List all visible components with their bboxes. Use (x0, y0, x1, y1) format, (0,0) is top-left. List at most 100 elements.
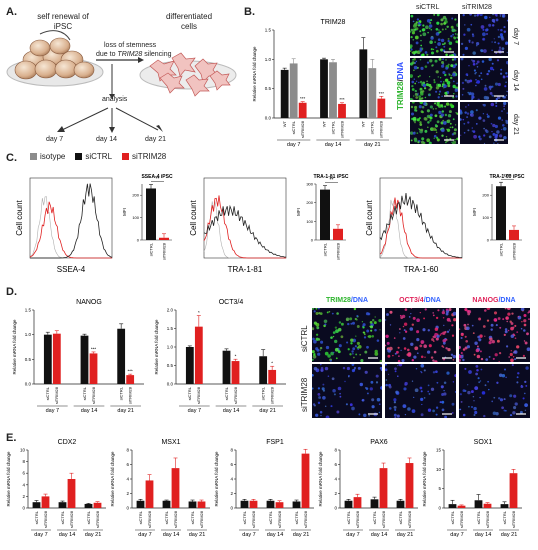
nucleus-dot (435, 406, 439, 409)
nucleus-dot (424, 356, 426, 358)
nucleus-dot (467, 390, 471, 395)
b-bar-label: siCTRL (291, 120, 296, 134)
nucleus-dot (441, 28, 444, 31)
nucleus-dot (365, 387, 367, 389)
nucleus-dot (312, 387, 314, 390)
nucleus-dot (419, 30, 422, 33)
nucleus-dot (378, 319, 382, 323)
e3-ytick-label: 8 (334, 448, 337, 453)
nucleus-dot (452, 381, 455, 383)
nucleus-dot (473, 406, 477, 411)
nucleus-dot (428, 141, 432, 144)
nucleus-dot (442, 317, 445, 319)
nucleus-dot (426, 61, 430, 64)
nucleus-dot (474, 386, 479, 390)
nucleus-dot (466, 326, 470, 331)
mfi-bar-label: siCTRL (149, 242, 154, 256)
nucleus-dot (488, 58, 492, 62)
e0-plot: CDX2 Relative mRNA fold change 0 2 4 6 8 10 siCT… (6, 439, 106, 538)
nucleus-dot (481, 391, 486, 395)
nucleus-dot (416, 18, 420, 21)
nucleus-dot (471, 130, 474, 132)
nucleus-dot (394, 370, 397, 373)
nucleus-dot (462, 53, 465, 56)
nucleus-dot (452, 80, 455, 83)
d1-group-label: day 14 (223, 408, 240, 414)
nucleus-dot (493, 38, 495, 40)
nucleus-dot (464, 111, 467, 114)
nucleus-dot (401, 358, 405, 362)
nucleus-dot (454, 138, 456, 141)
nucleus-dot (378, 411, 381, 414)
nucleus-dot (358, 413, 361, 416)
nucleus-dot (445, 59, 447, 61)
nucleus-dot (447, 347, 451, 352)
nucleus-dot (319, 346, 323, 350)
nucleus-dot (514, 358, 517, 361)
e3-bar (344, 500, 353, 508)
e4-bar-label: siCTRL (450, 510, 455, 524)
stain-sep: / (396, 79, 405, 82)
e0-ytick-label: 2 (22, 494, 25, 499)
nucleus-dot (434, 327, 439, 331)
micrograph-sitrim28-day21 (460, 102, 508, 144)
nucleus-dot (485, 358, 489, 361)
nucleus-dot (509, 414, 512, 417)
d0-ytick-label: 1.5 (25, 308, 32, 313)
nucleus-dot (462, 14, 465, 17)
b-bar (359, 49, 368, 118)
nucleus-dot (483, 134, 486, 137)
flow-frame (203, 177, 287, 259)
nucleus-dot (453, 93, 455, 95)
nucleus-dot (394, 416, 397, 418)
nucleus-dot (478, 381, 481, 384)
e1-ytick-label: 2 (126, 491, 129, 496)
nucleus-dot (441, 64, 445, 68)
nucleus-dot (476, 45, 478, 47)
nucleus-dot (459, 408, 461, 411)
nucleus-dot (427, 31, 429, 34)
nucleus-dot (411, 31, 415, 35)
nucleus-dot (464, 308, 468, 312)
nucleus-dot (337, 386, 342, 391)
nucleus-dot (483, 142, 486, 144)
micrograph-d-nanog-sictrl (459, 308, 530, 362)
nucleus-dot (497, 82, 501, 87)
nucleus-dot (411, 358, 415, 362)
nucleus-dot (400, 316, 404, 319)
nucleus-dot (368, 414, 370, 417)
e1-bar-label: siTRIM28 (147, 510, 152, 528)
nucleus-dot (440, 22, 443, 26)
nucleus-dot (490, 323, 494, 327)
nucleus-dot (411, 380, 414, 382)
nucleus-dot (414, 388, 419, 393)
nucleus-dot (498, 351, 502, 355)
nucleus-dot (480, 25, 485, 29)
e2-ylabel: Relative mRNA fold change (214, 451, 219, 507)
nucleus-dot (462, 332, 464, 335)
nucleus-dot (379, 366, 382, 370)
nucleus-dot (491, 340, 495, 344)
b-group-label: day 21 (364, 142, 381, 148)
nucleus-dot (480, 72, 483, 75)
nucleus-dot (410, 48, 413, 51)
nucleus-dot (385, 379, 388, 381)
e2-bar-label: siCTRL (294, 510, 299, 524)
nucleus-dot (495, 412, 499, 416)
nucleus-dot (376, 397, 381, 402)
nucleus-dot (312, 354, 317, 359)
e2-title: FSP1 (266, 439, 284, 446)
panel-d-label: D. (6, 286, 17, 298)
nucleus-dot (317, 308, 320, 310)
nucleus-dot (371, 398, 375, 402)
nucleus-dot (372, 319, 375, 322)
nucleus-dot (410, 139, 413, 142)
b-bar-label: WT (282, 120, 287, 127)
nucleus-dot (338, 321, 342, 324)
e3-ytick-label: 0 (334, 506, 337, 511)
nucleus-dot (454, 18, 457, 21)
micrograph-sitrim28-day7 (460, 14, 508, 56)
mfi-bar (146, 188, 156, 240)
nucleus-dot (512, 352, 515, 354)
flow-ylabel: Cell count (365, 199, 374, 235)
